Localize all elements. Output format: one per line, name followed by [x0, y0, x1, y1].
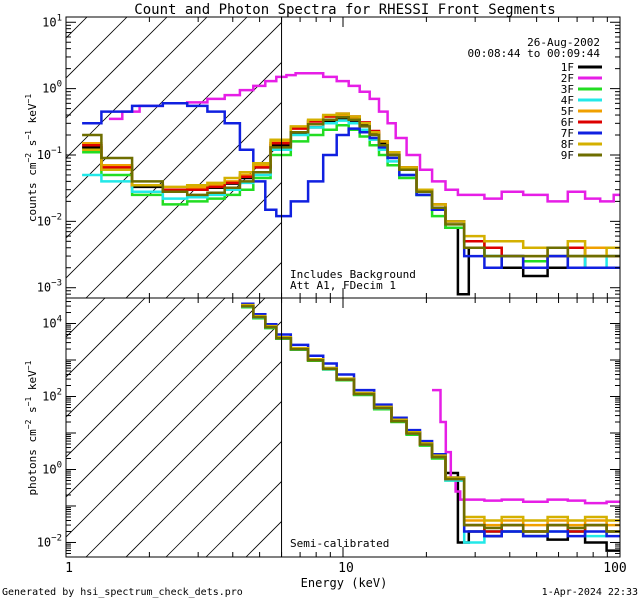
photons-panel-frame [65, 297, 621, 558]
legend-label-5f: 5F [561, 105, 574, 118]
y-tick-label: 10−1 [37, 146, 62, 162]
series-line-5f-photons [241, 304, 620, 527]
hatch-line [66, 17, 208, 159]
hatch-line [165, 440, 282, 557]
generated-by-footer: Generated by hsi_spectrum_check_dets.pro [2, 587, 243, 598]
series-line-9f-counts [82, 116, 620, 258]
y-tick-label: 10−2 [37, 533, 62, 549]
time-range-label: 00:08:44 to 00:09:44 [468, 47, 601, 60]
attenuator-note: Att A1, FDecim 1 [290, 279, 396, 292]
semi-calibrated-note: Semi-calibrated [290, 537, 389, 550]
hatch-line [125, 400, 282, 557]
background-note: Includes Background [290, 268, 416, 281]
hatch-line [66, 298, 266, 498]
y-tick-label: 101 [42, 13, 62, 29]
x-axis-ticks [65, 17, 621, 557]
photons-y-axis-label: photons cm−2 s−1 keV−1 [24, 360, 39, 495]
counts-y-tick-labels: 101 100 10−1 10−2 10−3 [37, 13, 62, 294]
series-line-3f-photons [241, 305, 620, 533]
hatch-line [66, 21, 282, 239]
hatch-region-counts [66, 17, 282, 298]
hatch-line [66, 17, 168, 119]
counts-y-axis-label: counts cm−2 s−1 keV−1 [24, 94, 39, 222]
photons-series [241, 302, 620, 552]
hatch-line [0, 237, 126, 557]
photons-axis-ticks [66, 297, 620, 558]
series-line-7f-counts [82, 102, 620, 269]
hatch-line [125, 141, 282, 298]
photons-y-tick-labels: 104 102 100 10−2 [37, 315, 62, 550]
y-tick-label: 10−3 [37, 279, 62, 295]
legend-label-2f: 2F [561, 72, 574, 85]
hatch-line [66, 17, 128, 79]
hatch-region-photons [0, 237, 282, 557]
y-tick-label: 100 [42, 460, 62, 476]
hatch-line [165, 181, 282, 298]
hatch-line [205, 480, 282, 557]
series-line-2f-photons [432, 388, 620, 505]
hatch-line [66, 17, 248, 199]
chart-title: Count and Photon Spectra for RHESSI Fron… [134, 2, 555, 18]
legend-label-7f: 7F [561, 127, 574, 140]
legend-label-8f: 8F [561, 138, 574, 151]
legend-label-1f: 1F [561, 61, 574, 74]
counts-axis-ticks [66, 21, 620, 299]
series-line-9f-photons [241, 305, 620, 533]
hatch-line [66, 17, 88, 39]
hatch-line [85, 360, 282, 557]
legend-label-3f: 3F [561, 83, 574, 96]
hatch-line [85, 101, 282, 298]
x-tick-label-10: 10 [338, 561, 354, 576]
hatch-line [66, 298, 226, 458]
date-label: 26-Aug-2002 [527, 36, 600, 49]
series-line-8f-photons [241, 303, 620, 522]
y-tick-label: 100 [42, 80, 62, 96]
series-line-1f-photons [241, 304, 620, 552]
hatch-line [66, 61, 282, 279]
legend-label-4f: 4F [561, 94, 574, 107]
x-tick-label-100: 100 [603, 561, 626, 576]
hatch-line [205, 221, 282, 298]
hatch-line [66, 298, 186, 418]
y-tick-label: 10−2 [37, 212, 62, 228]
counts-series [82, 72, 620, 296]
y-tick-label: 102 [42, 387, 62, 403]
y-tick-label: 104 [42, 315, 62, 331]
legend-label-6f: 6F [561, 116, 574, 129]
timestamp-footer: 1-Apr-2024 22:33 [542, 587, 638, 598]
hatch-line [66, 320, 282, 538]
series-line-6f-photons [241, 304, 620, 533]
series-line-4f-photons [241, 305, 620, 544]
legend-label-9f: 9F [561, 149, 574, 162]
x-axis-label: Energy (keV) [301, 576, 388, 590]
series-line-2f-counts [108, 72, 620, 203]
x-tick-label-1: 1 [65, 561, 73, 576]
